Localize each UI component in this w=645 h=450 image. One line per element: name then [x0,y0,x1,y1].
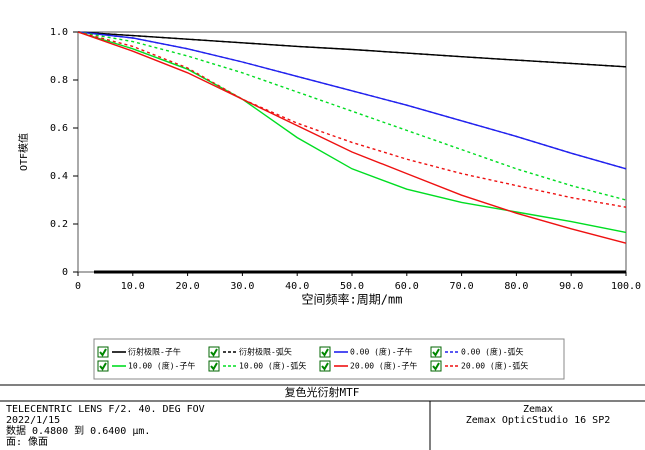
legend-label: 10.00 (度)-子午 [128,361,195,371]
x-tick-label: 40.0 [285,281,309,292]
legend-label: 20.00 (度)-子午 [350,361,417,371]
series-line [77,31,627,244]
legend-check [321,348,329,357]
legend-check [432,348,440,357]
legend-checkbox[interactable] [208,360,220,372]
legend-checkbox[interactable] [97,346,109,358]
legend-label: 衍射极限-子午 [128,347,181,357]
x-tick-label: 80.0 [504,281,528,292]
x-tick-label: 30.0 [230,281,254,292]
x-tick-label: 10.0 [121,281,145,292]
legend-checkbox[interactable] [319,346,331,358]
legend-check [321,362,329,371]
legend-label: 0.00 (度)-子午 [350,347,413,357]
x-tick-label: 0 [75,281,81,292]
legend-checkbox[interactable] [97,360,109,372]
y-tick-label: 0.2 [50,219,68,230]
series-line [77,31,627,208]
footer-text: 2022/1/15 [6,415,60,426]
legend-label: 衍射极限-弧矢 [239,347,292,357]
y-tick-label: 0 [62,267,68,278]
footer-text: TELECENTRIC LENS F/2. 40. DEG FOV [6,404,205,415]
legend-check [210,362,218,371]
legend-checkbox[interactable] [430,346,442,358]
legend-check [99,362,107,371]
legend-checkbox[interactable] [319,360,331,372]
footer-text: Zemax [523,404,553,415]
x-tick-label: 70.0 [450,281,474,292]
y-tick-label: 1.0 [50,27,68,38]
legend-check [210,348,218,357]
y-tick-label: 0.6 [50,123,68,134]
y-tick-label: 0.4 [50,171,68,182]
y-axis-label: OTF模值 [17,133,30,171]
series-line [77,31,627,234]
legend-box [93,338,565,380]
footer-text: 面: 像面 [6,436,48,448]
legend-label: 0.00 (度)-弧矢 [461,347,524,357]
x-tick-label: 100.0 [611,281,641,292]
x-axis-label: 空间频率:周期/mm [302,292,403,307]
y-tick-label: 0.8 [50,75,68,86]
series-line [77,31,627,68]
legend-label: 20.00 (度)-弧矢 [461,361,528,371]
legend-check [432,362,440,371]
legend-check [99,348,107,357]
footer-text: 数据 0.4800 到 0.6400 µm. [6,424,150,437]
legend-checkbox[interactable] [208,346,220,358]
x-tick-label: 90.0 [559,281,583,292]
footer-title: 复色光衍射MTF [285,385,360,399]
series-line [77,31,627,170]
legend-label: 10.00 (度)-弧矢 [239,361,306,371]
x-tick-label: 50.0 [340,281,364,292]
x-tick-label: 20.0 [176,281,200,292]
x-tick-label: 60.0 [395,281,419,292]
legend-checkbox[interactable] [430,360,442,372]
footer-text: Zemax OpticStudio 16 SP2 [466,415,611,426]
